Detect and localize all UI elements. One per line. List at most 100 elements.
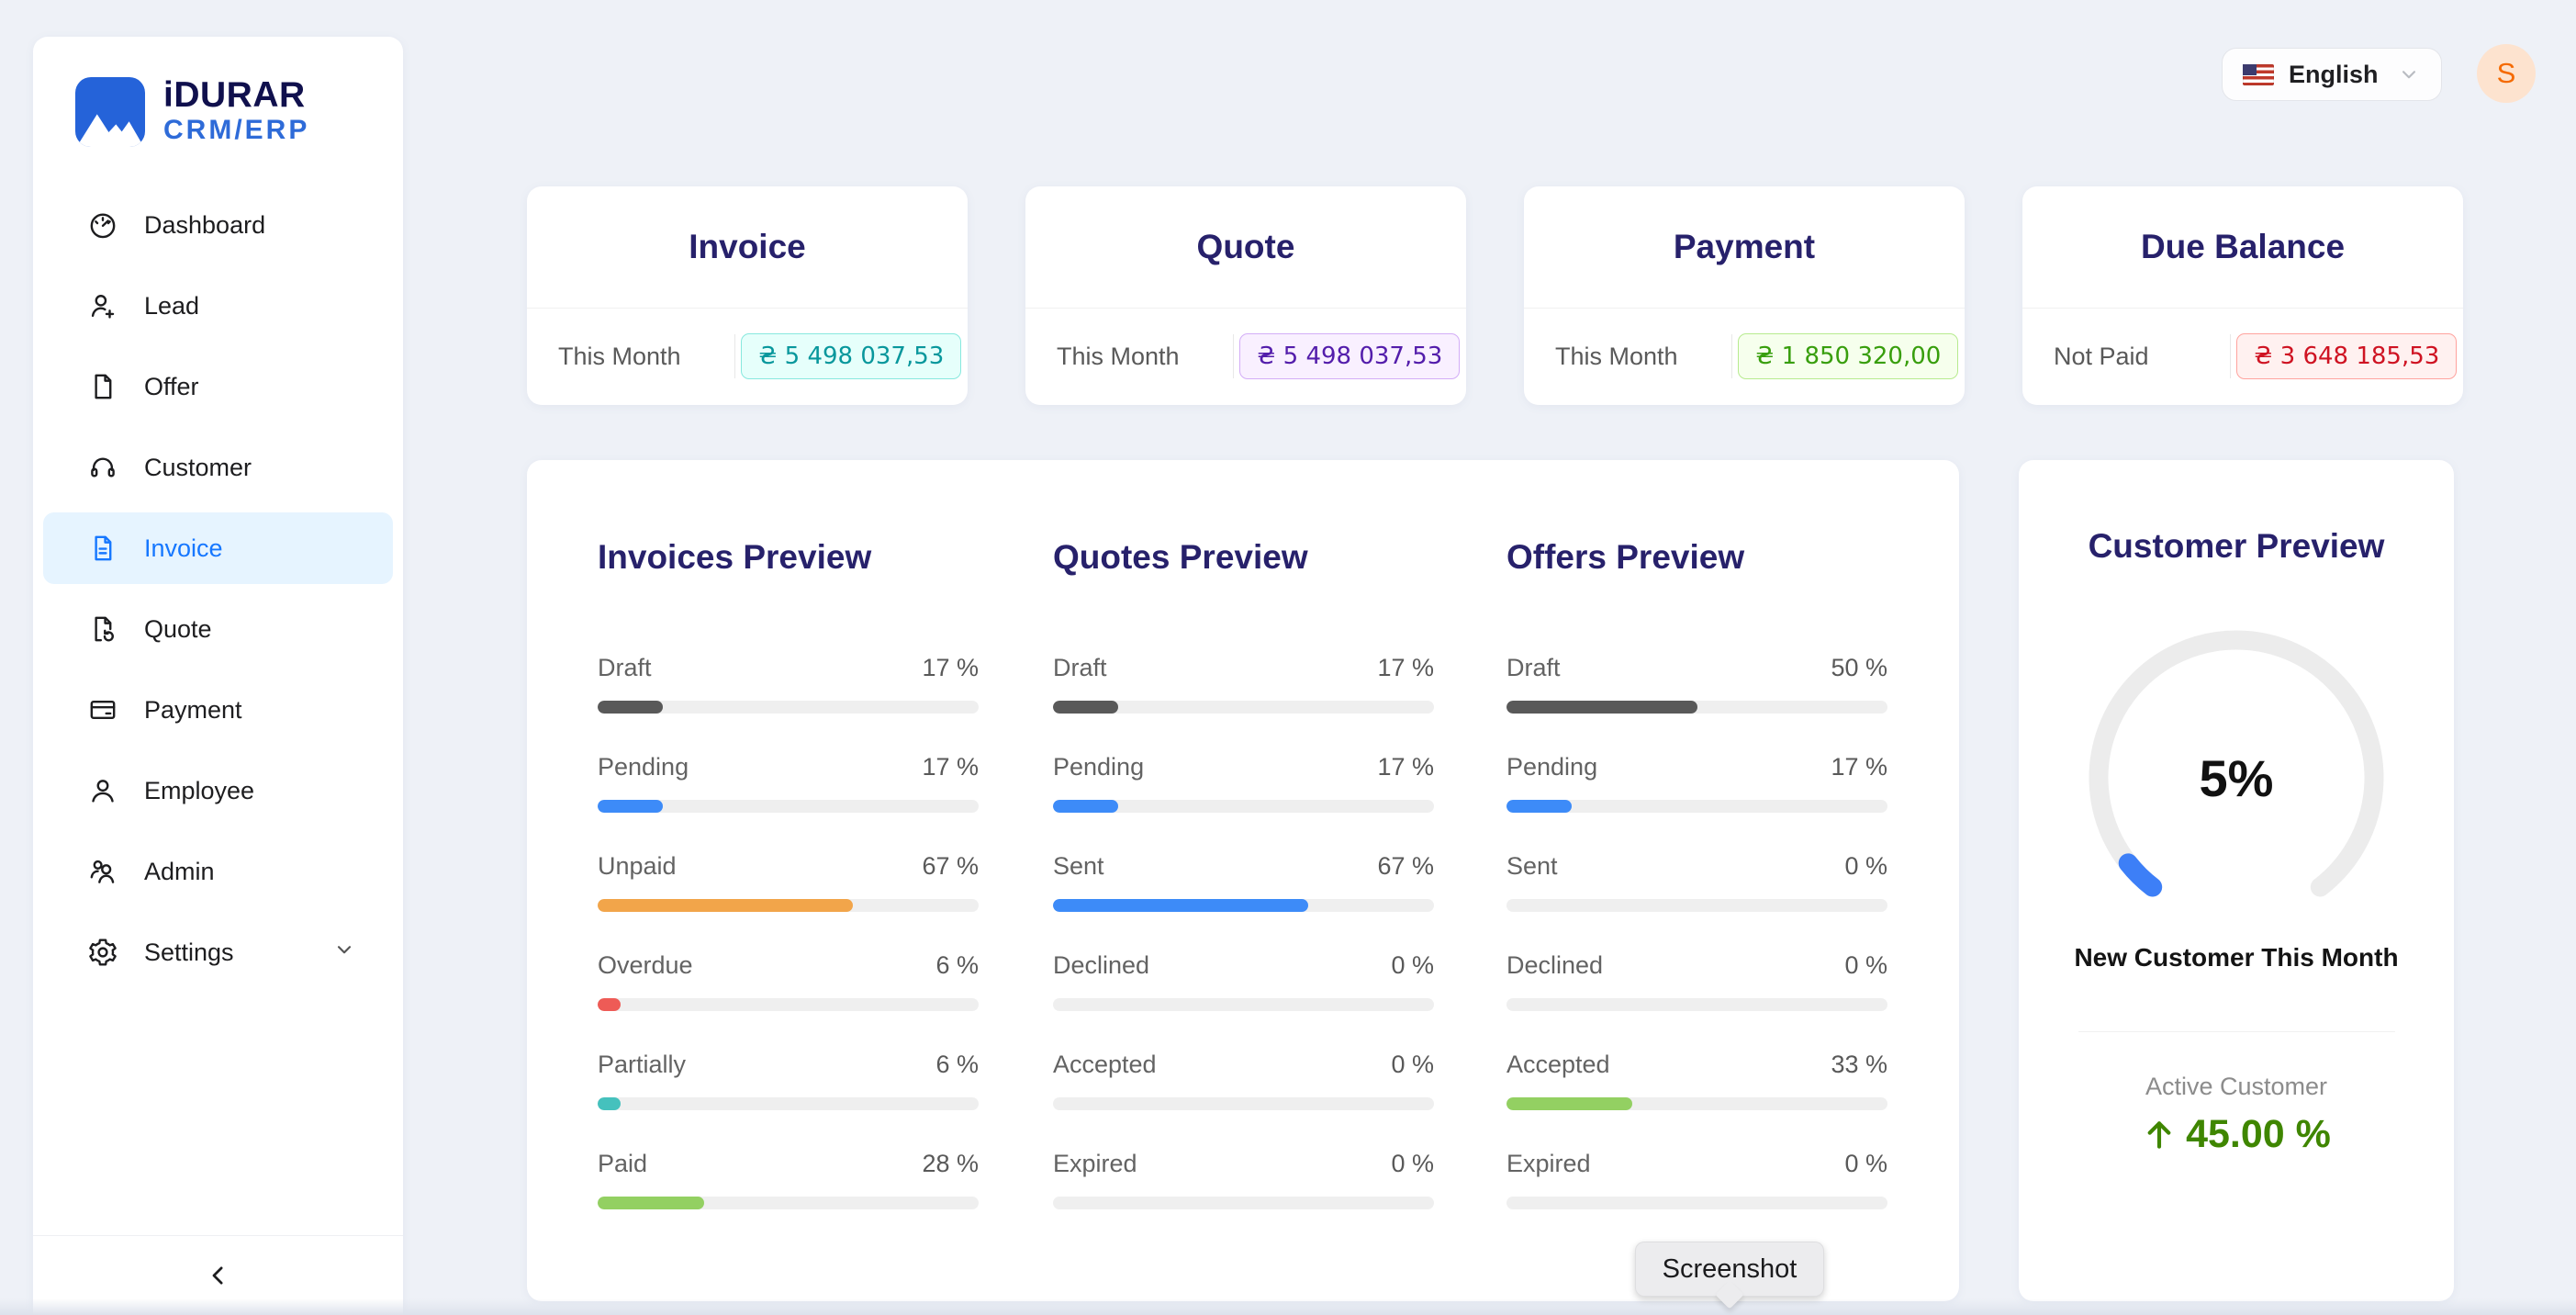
idurar-logo-icon	[75, 77, 145, 147]
offers-preview: Offers Preview Draft 50 % Pending 17 % Sent 0 …	[1506, 537, 1887, 1244]
user-avatar[interactable]: S	[2477, 44, 2536, 103]
sidebar-item-employee[interactable]: Employee	[43, 755, 393, 826]
progress-fill	[1053, 899, 1309, 912]
progress-percent: 0 %	[1391, 1051, 1434, 1078]
progress-percent: 17 %	[922, 654, 979, 681]
progress-row-draft: Draft 50 %	[1506, 649, 1887, 714]
progress-fill	[1506, 701, 1697, 714]
sidebar-item-payment[interactable]: Payment	[43, 674, 393, 746]
progress-percent: 0 %	[1844, 852, 1887, 880]
progress-label: Expired	[1053, 1150, 1137, 1177]
progress-fill	[598, 800, 663, 813]
sidebar-item-label: Employee	[144, 776, 255, 804]
progress-row-unpaid: Unpaid 67 %	[598, 848, 979, 912]
progress-track	[598, 1097, 979, 1110]
progress-track	[1506, 701, 1887, 714]
progress-track	[598, 800, 979, 813]
progress-percent: 0 %	[1844, 1150, 1887, 1177]
progress-row-expired: Expired 0 %	[1053, 1145, 1434, 1209]
bottom-edge-shade	[0, 1298, 2576, 1315]
progress-row-overdue: Overdue 6 %	[598, 947, 979, 1011]
progress-label: Pending	[1506, 753, 1598, 781]
progress-fill	[598, 701, 663, 714]
sidebar-item-settings[interactable]: Settings	[43, 916, 393, 988]
chevron-left-icon	[205, 1262, 232, 1289]
progress-row-draft: Draft 17 %	[598, 649, 979, 714]
progress-label: Draft	[598, 654, 652, 681]
sidebar-item-quote[interactable]: Quote	[43, 593, 393, 665]
summary-card-payment: Payment This Month ₴ 1 850 320,00	[1524, 186, 1965, 405]
invoices-preview: Invoices Preview Draft 17 % Pending 17 % Unpa…	[598, 537, 979, 1244]
sidebar-item-customer[interactable]: Customer	[43, 432, 393, 503]
summary-card-invoice: Invoice This Month ₴ 5 498 037,53	[527, 186, 968, 405]
progress-row-pending: Pending 17 %	[1053, 748, 1434, 813]
progress-percent: 17 %	[1377, 753, 1434, 781]
us-flag-icon	[2243, 63, 2274, 85]
progress-percent: 0 %	[1391, 951, 1434, 979]
sidebar-footer	[33, 1235, 403, 1315]
vertical-divider	[1730, 334, 1732, 378]
progress-percent: 17 %	[1377, 654, 1434, 681]
progress-label: Paid	[598, 1150, 648, 1177]
screenshot-tooltip: Screenshot	[1635, 1242, 1824, 1309]
progress-track	[1506, 800, 1887, 813]
progress-fill	[598, 998, 621, 1011]
previews-panel: Invoices Preview Draft 17 % Pending 17 % Unpa…	[527, 460, 1959, 1301]
progress-percent: 67 %	[922, 852, 979, 880]
summary-card-period: This Month	[1555, 342, 1678, 370]
sidebar-item-dashboard[interactable]: Dashboard	[43, 189, 393, 261]
progress-row-expired: Expired 0 %	[1506, 1145, 1887, 1209]
progress-track	[1053, 800, 1434, 813]
sidebar-item-lead[interactable]: Lead	[43, 270, 393, 342]
summary-card-period: Not Paid	[2054, 342, 2149, 370]
progress-track	[598, 998, 979, 1011]
progress-percent: 0 %	[1844, 951, 1887, 979]
sidebar-item-label: Admin	[144, 857, 215, 885]
gear-icon	[87, 937, 118, 968]
dashboard-icon	[87, 209, 118, 241]
progress-percent: 17 %	[922, 753, 979, 781]
progress-percent: 33 %	[1831, 1051, 1887, 1078]
progress-label: Accepted	[1506, 1051, 1610, 1078]
sidebar-item-offer[interactable]: Offer	[43, 351, 393, 422]
progress-fill	[1506, 800, 1572, 813]
progress-fill	[1506, 1097, 1632, 1110]
progress-percent: 6 %	[935, 951, 979, 979]
vertical-divider	[2229, 334, 2231, 378]
arrow-up-icon	[2142, 1118, 2177, 1152]
brand-text: iDURAR CRM/ERP	[163, 76, 309, 146]
progress-percent: 50 %	[1831, 654, 1887, 681]
progress-track	[598, 701, 979, 714]
language-selector[interactable]: English	[2222, 48, 2442, 101]
sidebar-collapse-button[interactable]	[191, 1248, 246, 1303]
progress-track	[1053, 1097, 1434, 1110]
sidebar-item-invoice[interactable]: Invoice	[43, 512, 393, 584]
sidebar-item-admin[interactable]: Admin	[43, 836, 393, 907]
progress-row-partially: Partially 6 %	[598, 1046, 979, 1110]
progress-row-accepted: Accepted 0 %	[1053, 1046, 1434, 1110]
preview-title: Invoices Preview	[598, 538, 872, 576]
progress-track	[598, 899, 979, 912]
summary-card-period: This Month	[1057, 342, 1180, 370]
summary-card-footer: This Month ₴ 5 498 037,53	[527, 309, 968, 404]
progress-row-declined: Declined 0 %	[1506, 947, 1887, 1011]
sidebar-item-label: Customer	[144, 453, 252, 481]
progress-track	[1053, 701, 1434, 714]
brand[interactable]: iDURAR CRM/ERP	[33, 37, 403, 147]
progress-percent: 28 %	[922, 1150, 979, 1177]
amount-badge: ₴ 3 648 185,53	[2236, 333, 2458, 379]
file-icon	[87, 371, 118, 402]
summary-card-due-balance: Due Balance Not Paid ₴ 3 648 185,53	[2022, 186, 2463, 405]
screenshot-tooltip-text: Screenshot	[1662, 1253, 1798, 1284]
progress-row-accepted: Accepted 33 %	[1506, 1046, 1887, 1110]
progress-track	[598, 1197, 979, 1209]
progress-label: Draft	[1053, 654, 1107, 681]
users-icon	[87, 856, 118, 887]
summary-card-title: Invoice	[689, 228, 806, 265]
sidebar-item-label: Quote	[144, 614, 212, 643]
language-label: English	[2289, 60, 2379, 88]
chevron-down-icon	[332, 938, 356, 968]
progress-track	[1506, 1197, 1887, 1209]
amount-badge: ₴ 1 850 320,00	[1738, 333, 1959, 379]
